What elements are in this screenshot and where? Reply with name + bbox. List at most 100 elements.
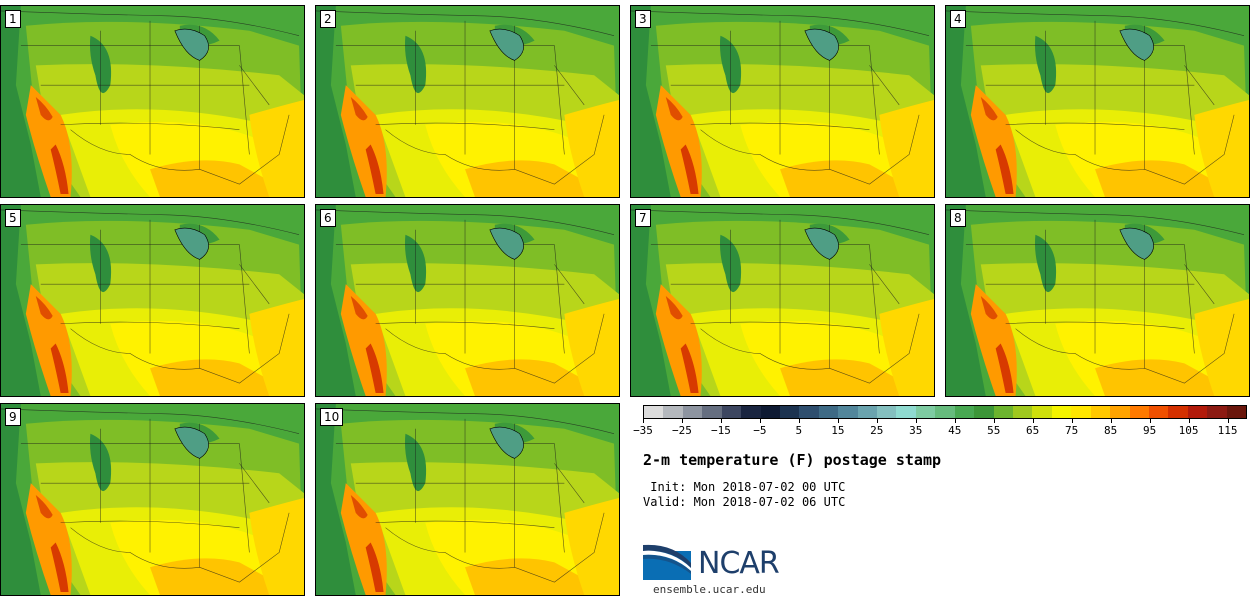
member-number: 5 [5,209,21,227]
colorbar-ticks: −35 −25 −15 −5 5 15 25 35 45 55 65 75 85 95 105 115 [633,419,1247,441]
member-number: 1 [5,10,21,28]
colorbar-tick [1032,419,1034,423]
colorbar-tick-label: 65 [1026,424,1040,437]
temperature-map [946,6,1249,197]
member-panel-5: 5 [0,204,305,397]
member-panel-9: 9 [0,403,305,596]
colorbar-segment [741,406,761,418]
member-panel-8: 8 [945,204,1250,397]
colorbar-tick [759,419,761,423]
colorbar-segment [644,406,664,418]
colorbar-tick-label: 25 [870,424,884,437]
colorbar-segment [760,406,780,418]
temperature-map [1,404,304,595]
colorbar-tick-label: −25 [672,424,692,437]
temperature-colorbar [643,405,1247,419]
colorbar-segment [663,406,683,418]
member-panel-10: 10 [315,403,620,596]
member-panel-1: 1 [0,5,305,198]
colorbar-segment [682,406,703,418]
colorbar-tick [1188,419,1190,423]
member-number: 6 [320,209,336,227]
colorbar-tick-label: 105 [1178,424,1199,437]
colorbar-tick-label: 5 [795,424,803,437]
temperature-map [316,205,619,396]
page-title: 2-m temperature (F) postage stamp [643,451,942,469]
member-number: 7 [635,209,651,227]
temperature-map [946,205,1249,396]
colorbar-segment [1032,406,1052,418]
colorbar-tick [1071,419,1073,423]
colorbar-segment [838,406,858,418]
member-number: 10 [320,408,344,426]
temperature-map [1,205,304,396]
colorbar-tick [876,419,878,423]
colorbar-segment [1051,406,1072,418]
site-url: ensemble.ucar.edu [653,583,766,596]
member-number: 3 [635,10,651,28]
colorbar-segment [935,406,955,418]
colorbar-segment [1071,406,1091,418]
colorbar-segment [799,406,819,418]
member-panel-7: 7 [630,204,935,397]
colorbar-tick-label: 85 [1103,424,1118,437]
colorbar-tick-label: −15 [710,424,731,437]
colorbar-tick-label: −35 [633,424,653,437]
ncar-logo-icon [643,544,691,580]
colorbar-tick [643,419,644,423]
temperature-map [1,6,304,197]
colorbar-segment [721,406,742,418]
colorbar-tick-label: 15 [831,424,845,437]
temperature-map [631,6,934,197]
colorbar-tick-label: 35 [909,424,923,437]
colorbar-segment [954,406,975,418]
colorbar-segment [857,406,878,418]
colorbar-segment [818,406,839,418]
colorbar-tick [681,419,683,423]
temperature-map [316,404,619,595]
colorbar-segment [1207,406,1227,418]
init-time: Init: Mon 2018-07-02 00 UTC [643,480,846,494]
colorbar-segment [915,406,936,418]
colorbar-tick [720,419,722,423]
valid-time: Valid: Mon 2018-07-02 06 UTC [643,495,846,509]
colorbar-tick-label: 75 [1065,424,1079,437]
member-panel-3: 3 [630,5,935,198]
colorbar-segment [1226,406,1247,418]
colorbar-segment [974,406,994,418]
colorbar-segment [702,406,722,418]
colorbar-tick [993,419,995,423]
colorbar-tick [1227,419,1229,423]
colorbar-segment [1187,406,1208,418]
colorbar-segment [1148,406,1169,418]
temperature-map [316,6,619,197]
colorbar-segment [877,406,897,418]
colorbar-tick-label: 45 [948,424,962,437]
colorbar-tick [798,419,800,423]
colorbar-segment [1090,406,1111,418]
member-number: 4 [950,10,966,28]
member-panel-4: 4 [945,5,1250,198]
member-number: 8 [950,209,966,227]
colorbar-segment [896,406,916,418]
member-number: 9 [5,408,21,426]
colorbar-tick [915,419,917,423]
colorbar-tick-label: 55 [987,424,1001,437]
colorbar-segment [1168,406,1188,418]
colorbar-tick [954,419,956,423]
colorbar-segment [1129,406,1149,418]
colorbar-segment [1013,406,1033,418]
colorbar-segment [779,406,800,418]
colorbar-segment [993,406,1014,418]
temperature-map [631,205,934,396]
colorbar-segment [1110,406,1130,418]
logo-text: NCAR [698,546,780,581]
colorbar-tick-label: 115 [1217,424,1238,437]
colorbar-tick [1110,419,1112,423]
member-panel-2: 2 [315,5,620,198]
colorbar-tick [837,419,839,423]
colorbar-tick [1149,419,1151,423]
member-panel-6: 6 [315,204,620,397]
member-number: 2 [320,10,336,28]
colorbar-tick-label: −5 [753,424,767,437]
